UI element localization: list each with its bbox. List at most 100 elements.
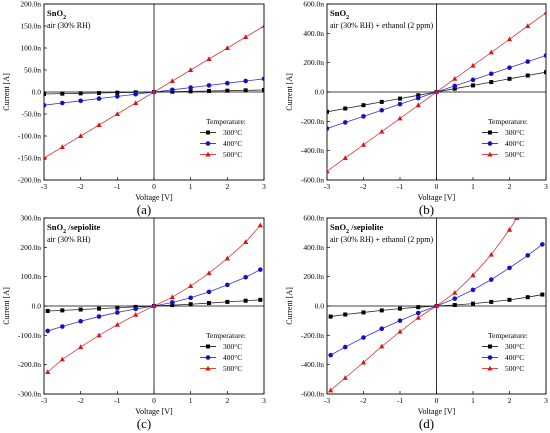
legend-marker	[205, 365, 211, 371]
legend: Temperature: 300°C 400°C 500°C	[200, 331, 246, 373]
data-point	[452, 290, 458, 295]
data-point	[258, 267, 263, 272]
data-point	[44, 155, 47, 160]
chart-panel-4: -600.0n -400.0n -200.0n 0.0 200.0n 400.0n 600.…	[285, 214, 548, 432]
y-tick-label: 50.0n	[24, 66, 41, 75]
data-point	[59, 356, 65, 362]
legend-marker	[205, 151, 211, 157]
data-point	[540, 242, 545, 247]
data-point	[45, 328, 50, 334]
data-point	[96, 332, 102, 338]
data-point	[224, 255, 230, 261]
y-tick-label: -50.0n	[22, 110, 42, 119]
x-tick-label: 0	[152, 396, 156, 405]
y-tick-label: 200.0n	[20, 243, 41, 252]
data-point	[188, 283, 194, 289]
data-point	[328, 314, 333, 319]
chart-panel-1: -200.0n -150.0n -100.0n -50.0n 0.0 50.0n 100.0…	[2, 0, 266, 217]
y-tick-label: -200.0n	[18, 176, 41, 185]
legend-marker	[205, 141, 211, 146]
y-tick-label: -400.0n	[301, 146, 324, 155]
data-point	[327, 168, 330, 174]
legend-entry: 500°C	[505, 150, 524, 159]
data-point	[169, 294, 175, 300]
x-tick-label: 2	[225, 396, 229, 405]
y-tick-label: 200.0n	[303, 58, 324, 67]
y-tick-label: 400.0n	[303, 29, 324, 38]
data-point	[416, 93, 421, 98]
panel-title-subscript: 2	[346, 229, 349, 235]
data-point	[207, 89, 211, 94]
x-tick-label: -1	[114, 182, 120, 191]
legend-marker	[487, 141, 493, 146]
data-point	[188, 67, 194, 72]
data-point	[343, 312, 348, 317]
data-point	[133, 91, 138, 97]
y-tick-label: -150.0n	[18, 154, 41, 163]
legend-entry: 300°C	[223, 342, 242, 351]
panel-subtitle: air (30% RH)	[47, 21, 91, 30]
x-tick-label: -2	[360, 396, 366, 405]
series-500°C	[327, 10, 546, 174]
y-axis-title: Current [A]	[2, 287, 11, 325]
data-point	[188, 295, 193, 301]
panel-label: (a)	[137, 202, 151, 217]
data-point	[225, 80, 230, 86]
data-point	[261, 76, 264, 82]
data-point	[170, 303, 175, 308]
data-point	[379, 308, 384, 313]
data-point	[471, 83, 475, 88]
legend-entry: 400°C	[223, 353, 242, 362]
data-point	[525, 73, 530, 78]
y-tick-label: -200.0n	[301, 331, 324, 340]
data-point	[488, 71, 494, 77]
y-axis-title: Current [A]	[285, 287, 294, 325]
data-point	[433, 89, 440, 94]
data-point	[397, 328, 403, 334]
data-point	[97, 306, 101, 311]
data-point	[488, 251, 494, 257]
legend-entry: 400°C	[505, 139, 524, 148]
data-point	[470, 287, 476, 293]
data-point	[44, 91, 46, 96]
data-point	[379, 128, 385, 134]
series-line	[330, 218, 518, 391]
x-tick-label: 1	[471, 396, 475, 405]
legend-entry: 300°C	[505, 342, 524, 351]
data-point	[361, 310, 366, 315]
panel-label: (b)	[419, 202, 434, 217]
data-point	[507, 297, 512, 302]
data-point	[114, 321, 120, 327]
data-point	[328, 387, 334, 393]
data-point	[397, 115, 403, 121]
data-point	[342, 344, 348, 350]
y-tick-label: 600.0n	[303, 0, 324, 9]
data-point	[262, 88, 264, 93]
y-tick-label: 0.0	[32, 88, 42, 97]
chart-panel-3: -300.0n -200.0n -100.0n 0.0 100.0n 200.0n 300.…	[2, 214, 266, 432]
y-tick-label: 600.0n	[303, 214, 324, 223]
data-point	[60, 324, 65, 329]
panel-title-main: SnO	[47, 222, 63, 232]
legend-marker	[206, 130, 210, 135]
x-tick-label: 2	[508, 396, 512, 405]
legend-marker	[487, 365, 493, 371]
panel-title-subscript: 2	[346, 15, 349, 21]
data-point	[452, 76, 458, 81]
panel-title: SnO2 /sepiolite	[47, 222, 101, 235]
data-point	[258, 297, 263, 302]
panel-title-suffix: /sepiolite	[349, 222, 383, 232]
data-point	[206, 270, 212, 276]
data-point	[96, 314, 102, 319]
data-point	[525, 253, 531, 258]
x-tick-label: 1	[471, 182, 475, 191]
legend-marker	[488, 130, 492, 135]
data-point	[489, 299, 494, 304]
data-point	[507, 265, 512, 271]
data-point	[133, 100, 139, 105]
data-point	[169, 78, 175, 83]
panel-title-main: SnO	[330, 222, 346, 232]
series-layer	[327, 10, 546, 174]
data-point	[115, 90, 120, 95]
data-point	[452, 86, 457, 91]
